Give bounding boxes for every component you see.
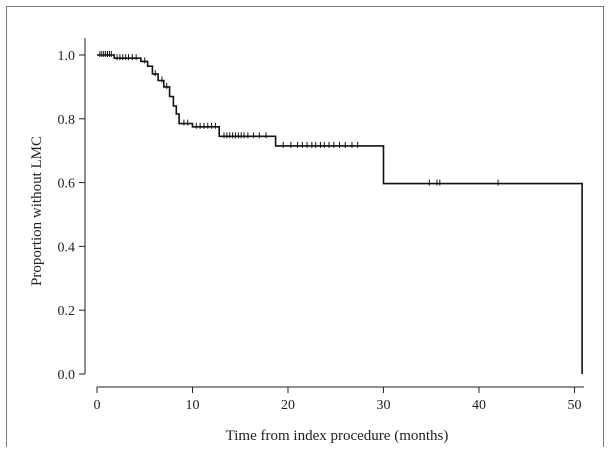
axes: 0.0 0.2 0.4 0.6 0.8 1.0 0 10 20 30 40 50 <box>58 38 584 413</box>
x-tick-label: 30 <box>376 398 390 413</box>
y-tick-label: 0.0 <box>58 368 76 383</box>
x-tick-label: 10 <box>185 398 199 413</box>
x-axis-title: Time from index procedure (months) <box>226 428 449 444</box>
figure-frame <box>6 6 604 447</box>
y-tick-label: 0.4 <box>58 240 76 255</box>
survival-curve <box>97 54 583 374</box>
x-tick-label: 50 <box>567 398 581 413</box>
x-tick-label: 40 <box>472 398 486 413</box>
x-tick-label: 20 <box>281 398 295 413</box>
y-tick-label: 1.0 <box>58 49 76 64</box>
plot-area <box>97 51 583 374</box>
y-tick-label: 0.6 <box>58 177 76 192</box>
x-tick-label: 0 <box>94 398 101 413</box>
y-tick-label: 0.2 <box>58 304 76 319</box>
y-axis-title: Proportion without LMC <box>29 136 45 286</box>
y-tick-label: 0.8 <box>58 113 76 128</box>
